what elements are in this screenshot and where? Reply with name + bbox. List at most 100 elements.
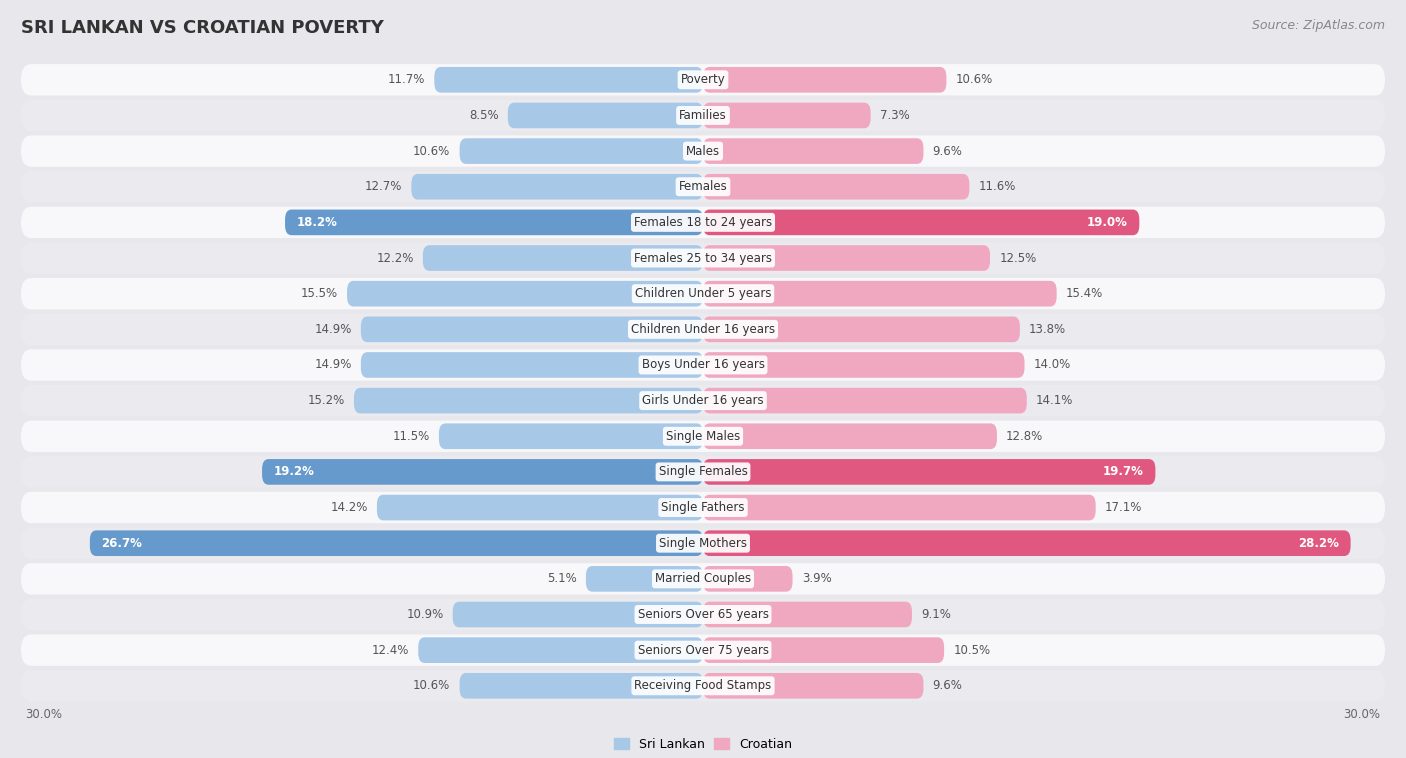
Text: 12.4%: 12.4% [371,644,409,656]
FancyBboxPatch shape [703,566,793,592]
Text: Girls Under 16 years: Girls Under 16 years [643,394,763,407]
Text: 15.5%: 15.5% [301,287,337,300]
FancyBboxPatch shape [703,352,1025,377]
Text: 10.6%: 10.6% [413,679,450,692]
FancyBboxPatch shape [361,317,703,342]
Text: 28.2%: 28.2% [1298,537,1339,550]
Text: Females 25 to 34 years: Females 25 to 34 years [634,252,772,265]
Text: 30.0%: 30.0% [25,708,62,721]
FancyBboxPatch shape [703,459,1156,484]
Text: 11.6%: 11.6% [979,180,1017,193]
Text: SRI LANKAN VS CROATIAN POVERTY: SRI LANKAN VS CROATIAN POVERTY [21,19,384,37]
FancyBboxPatch shape [703,245,990,271]
Text: 8.5%: 8.5% [470,109,499,122]
Text: 26.7%: 26.7% [101,537,142,550]
Text: 18.2%: 18.2% [297,216,337,229]
Text: 11.7%: 11.7% [388,74,425,86]
FancyBboxPatch shape [418,637,703,663]
Text: Single Males: Single Males [666,430,740,443]
FancyBboxPatch shape [21,670,1385,701]
FancyBboxPatch shape [703,281,1057,306]
Text: 19.7%: 19.7% [1104,465,1144,478]
Text: 10.6%: 10.6% [956,74,993,86]
Text: 14.1%: 14.1% [1036,394,1073,407]
Text: 14.9%: 14.9% [315,359,352,371]
Text: Females: Females [679,180,727,193]
Text: 12.8%: 12.8% [1007,430,1043,443]
Text: Single Mothers: Single Mothers [659,537,747,550]
Text: 12.2%: 12.2% [377,252,413,265]
FancyBboxPatch shape [21,599,1385,630]
Text: Seniors Over 65 years: Seniors Over 65 years [637,608,769,621]
FancyBboxPatch shape [586,566,703,592]
Text: 11.5%: 11.5% [392,430,430,443]
FancyBboxPatch shape [21,171,1385,202]
FancyBboxPatch shape [508,102,703,128]
Text: 9.6%: 9.6% [932,679,963,692]
Text: Single Females: Single Females [658,465,748,478]
Text: Children Under 16 years: Children Under 16 years [631,323,775,336]
Text: 17.1%: 17.1% [1105,501,1142,514]
FancyBboxPatch shape [703,67,946,92]
FancyBboxPatch shape [21,528,1385,559]
Text: 5.1%: 5.1% [547,572,576,585]
FancyBboxPatch shape [453,602,703,628]
Text: Poverty: Poverty [681,74,725,86]
Text: 19.0%: 19.0% [1087,216,1128,229]
FancyBboxPatch shape [21,456,1385,487]
Text: 13.8%: 13.8% [1029,323,1066,336]
Text: 9.6%: 9.6% [932,145,963,158]
FancyBboxPatch shape [703,637,945,663]
FancyBboxPatch shape [21,314,1385,345]
FancyBboxPatch shape [439,424,703,449]
FancyBboxPatch shape [703,102,870,128]
FancyBboxPatch shape [21,278,1385,309]
Text: 30.0%: 30.0% [1344,708,1381,721]
FancyBboxPatch shape [347,281,703,306]
FancyBboxPatch shape [703,174,969,199]
FancyBboxPatch shape [90,531,703,556]
Legend: Sri Lankan, Croatian: Sri Lankan, Croatian [609,733,797,756]
FancyBboxPatch shape [423,245,703,271]
FancyBboxPatch shape [412,174,703,199]
FancyBboxPatch shape [361,352,703,377]
FancyBboxPatch shape [285,209,703,235]
Text: 12.7%: 12.7% [364,180,402,193]
Text: Males: Males [686,145,720,158]
FancyBboxPatch shape [21,563,1385,594]
FancyBboxPatch shape [434,67,703,92]
Text: 10.9%: 10.9% [406,608,443,621]
Text: Receiving Food Stamps: Receiving Food Stamps [634,679,772,692]
FancyBboxPatch shape [460,673,703,699]
Text: Boys Under 16 years: Boys Under 16 years [641,359,765,371]
FancyBboxPatch shape [21,207,1385,238]
Text: Females 18 to 24 years: Females 18 to 24 years [634,216,772,229]
FancyBboxPatch shape [21,421,1385,452]
Text: Children Under 5 years: Children Under 5 years [634,287,772,300]
Text: Married Couples: Married Couples [655,572,751,585]
FancyBboxPatch shape [460,138,703,164]
Text: Families: Families [679,109,727,122]
Text: 14.2%: 14.2% [330,501,368,514]
FancyBboxPatch shape [703,673,924,699]
Text: 15.2%: 15.2% [308,394,344,407]
Text: 3.9%: 3.9% [801,572,831,585]
FancyBboxPatch shape [21,349,1385,381]
FancyBboxPatch shape [354,388,703,413]
FancyBboxPatch shape [262,459,703,484]
FancyBboxPatch shape [21,100,1385,131]
FancyBboxPatch shape [703,209,1139,235]
Text: 19.2%: 19.2% [274,465,315,478]
Text: 10.6%: 10.6% [413,145,450,158]
Text: 9.1%: 9.1% [921,608,950,621]
Text: Seniors Over 75 years: Seniors Over 75 years [637,644,769,656]
Text: 15.4%: 15.4% [1066,287,1104,300]
Text: 10.5%: 10.5% [953,644,990,656]
Text: Source: ZipAtlas.com: Source: ZipAtlas.com [1251,19,1385,32]
Text: 14.9%: 14.9% [315,323,352,336]
FancyBboxPatch shape [703,602,912,628]
FancyBboxPatch shape [21,64,1385,96]
FancyBboxPatch shape [703,531,1351,556]
FancyBboxPatch shape [703,388,1026,413]
FancyBboxPatch shape [703,138,924,164]
